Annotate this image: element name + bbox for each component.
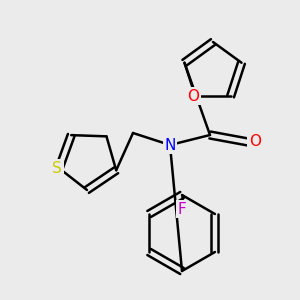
Text: O: O: [249, 134, 261, 149]
Text: S: S: [52, 161, 62, 176]
Text: F: F: [178, 202, 186, 217]
Text: N: N: [164, 137, 176, 152]
Text: O: O: [188, 89, 200, 104]
